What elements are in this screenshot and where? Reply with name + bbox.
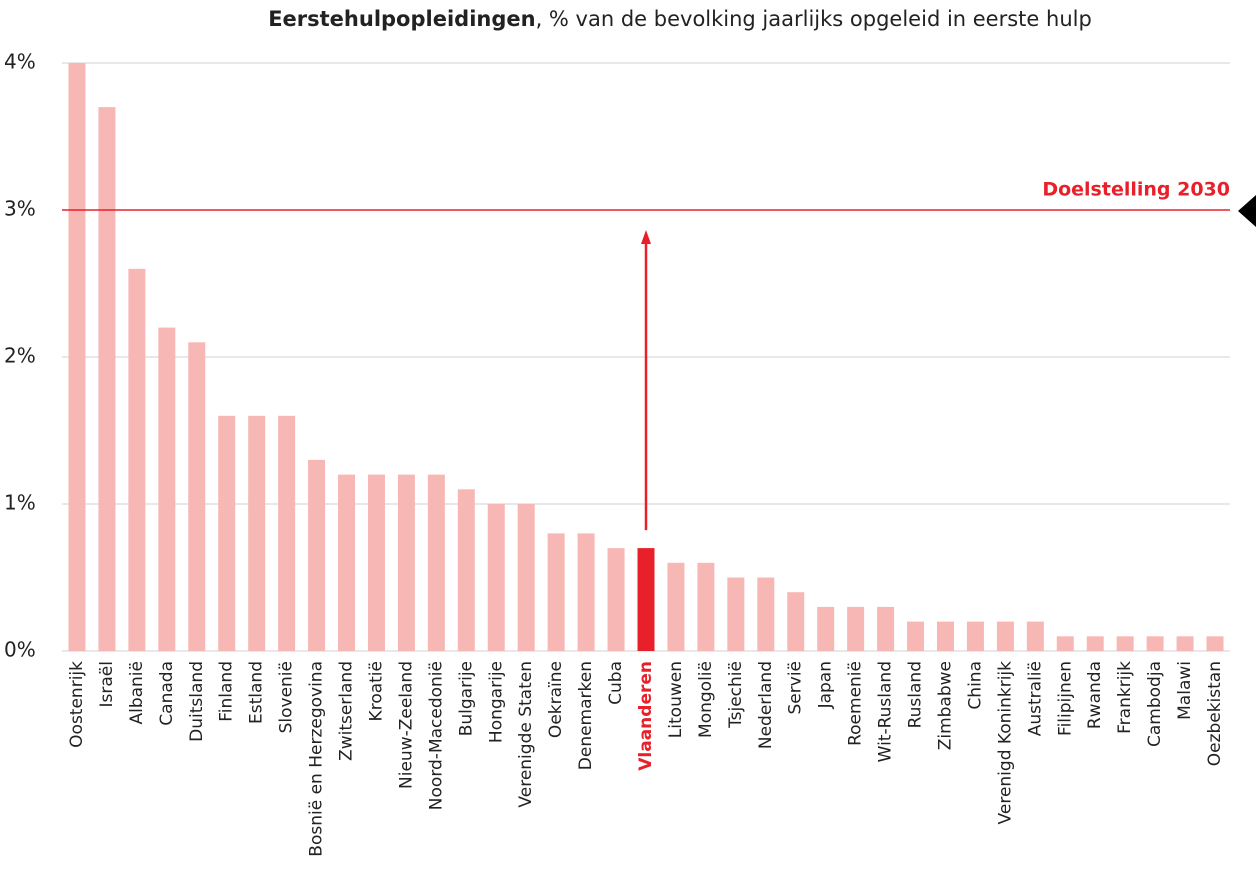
bar [308, 459, 326, 651]
x-tick-label: Estland [247, 661, 267, 724]
edge-marker [1238, 195, 1256, 227]
y-tick-label: 1% [4, 491, 36, 515]
bar [457, 489, 475, 651]
x-tick-label: Finland [217, 661, 237, 722]
bar [367, 474, 385, 651]
bar [727, 577, 745, 651]
bar [1176, 636, 1194, 651]
bar [278, 415, 296, 651]
bar [98, 107, 116, 652]
x-tick-label: Roemenië [846, 661, 866, 746]
x-tick-label: Israël [97, 661, 117, 707]
bar [817, 606, 835, 651]
bar [397, 474, 415, 651]
chart-subtitle: , % van de bevolking jaarlijks opgeleid … [536, 7, 1092, 31]
bar [1146, 636, 1164, 651]
bar [547, 533, 565, 651]
x-tick-label: Albanië [127, 661, 147, 725]
x-tick-label: Litouwen [666, 661, 686, 738]
bar [877, 606, 895, 651]
bar [996, 621, 1014, 651]
x-tick-label: Frankrijk [1115, 661, 1135, 734]
bar [68, 63, 86, 651]
x-tick-label: Filipijnen [1055, 661, 1075, 736]
target-label: Doelstelling 2030 [1042, 179, 1230, 201]
bar [757, 577, 775, 651]
bar [1086, 636, 1104, 651]
bar [188, 342, 206, 651]
arrow-head [641, 230, 651, 244]
x-tick-label: Japan [816, 661, 836, 709]
x-tick-label: Rusland [906, 661, 926, 728]
x-tick-label: Cambodja [1145, 661, 1165, 747]
bar [338, 474, 356, 651]
x-tick-label: Nederland [756, 661, 776, 749]
bar [427, 474, 445, 651]
bar [1026, 621, 1044, 651]
x-tick-label: Kroatië [366, 661, 386, 721]
x-tick-label: Verenigd Koninkrijk [995, 661, 1015, 825]
bar [128, 268, 146, 651]
bar [158, 327, 176, 651]
chart-title-group: Eerstehulpopleidingen, % van de bevolkin… [268, 7, 1092, 31]
x-tick-label: Zimbabwe [935, 661, 955, 750]
x-tick-label: Cuba [606, 661, 626, 705]
bar [966, 621, 984, 651]
x-tick-label: Bosnië en Herzegovina [307, 661, 327, 857]
x-tick-label: Vlaanderen [636, 661, 656, 771]
bar [787, 592, 805, 651]
bar [577, 533, 595, 651]
x-tick-label: Rwanda [1085, 661, 1105, 729]
x-tick-label: Australië [1025, 661, 1045, 736]
x-tick-label: Duitsland [187, 661, 207, 742]
y-tick-label: 3% [4, 197, 36, 221]
bar [847, 606, 865, 651]
x-tick-label: Bulgarije [456, 661, 476, 736]
bar [1116, 636, 1134, 651]
bar [607, 548, 625, 651]
x-tick-label: Servië [786, 661, 806, 714]
bar [487, 504, 505, 651]
bar [1206, 636, 1224, 651]
x-tick-label: Nieuw-Zeeland [396, 661, 416, 789]
x-tick-label: Mongolië [696, 661, 716, 738]
x-tick-label: Verenigde Staten [516, 661, 536, 808]
x-tick-label: Canada [157, 661, 177, 726]
bar [218, 415, 236, 651]
x-tick-label: Zwitserland [337, 661, 357, 761]
x-tick-label: Denemarken [576, 661, 596, 770]
bar [248, 415, 266, 651]
bar [637, 548, 655, 651]
x-tick-label: Oostenrijk [67, 661, 87, 748]
bar [907, 621, 925, 651]
y-tick-label: 4% [4, 50, 36, 74]
x-tick-label: Slovenië [277, 661, 297, 733]
bar [697, 562, 715, 651]
y-tick-label: 0% [4, 638, 36, 662]
bar [936, 621, 954, 651]
x-tick-label: Malawi [1175, 661, 1195, 720]
bar [517, 504, 535, 651]
x-tick-label: Noord-Macedonië [426, 661, 446, 810]
chart-title: Eerstehulpopleidingen [268, 7, 535, 31]
x-tick-label: Hongarije [486, 661, 506, 743]
x-tick-label: Wit-Rusland [876, 661, 896, 762]
x-tick-label: Tsjechië [726, 661, 746, 729]
x-tick-label: Oezbekistan [1205, 661, 1225, 766]
bar [1056, 636, 1074, 651]
x-tick-label: Oekraïne [546, 661, 566, 738]
x-tick-label: China [965, 661, 985, 710]
y-tick-label: 2% [4, 344, 36, 368]
bar [667, 562, 685, 651]
